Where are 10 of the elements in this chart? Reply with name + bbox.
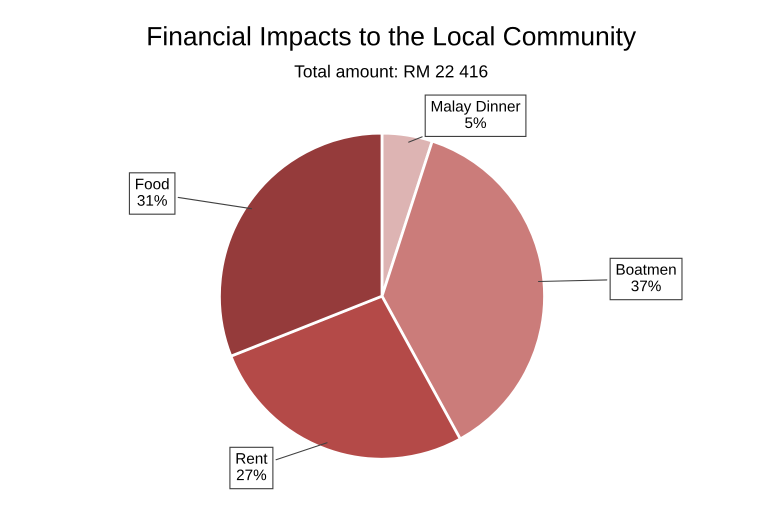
chart-subtitle: Total amount: RM 22 416 [294, 64, 488, 78]
chart-title: Financial Impacts to the Local Community [148, 26, 636, 51]
data-label: 5% [465, 117, 486, 128]
slice-label: Boatmen [616, 264, 676, 275]
data-label: 31% [137, 195, 167, 206]
data-label: 27% [236, 469, 266, 480]
slice-label: Malay Dinner [432, 100, 520, 115]
slice-label: Rent [236, 453, 268, 464]
data-label: 37% [631, 280, 661, 292]
slice-label: Food [136, 178, 169, 190]
